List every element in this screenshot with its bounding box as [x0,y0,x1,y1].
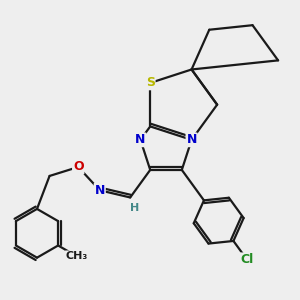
Text: S: S [146,76,155,89]
Text: H: H [130,203,139,213]
Text: N: N [94,184,105,197]
Text: O: O [73,160,83,173]
Text: N: N [186,134,197,146]
Text: CH₃: CH₃ [66,251,88,261]
Text: Cl: Cl [241,253,254,266]
Text: N: N [135,134,146,146]
